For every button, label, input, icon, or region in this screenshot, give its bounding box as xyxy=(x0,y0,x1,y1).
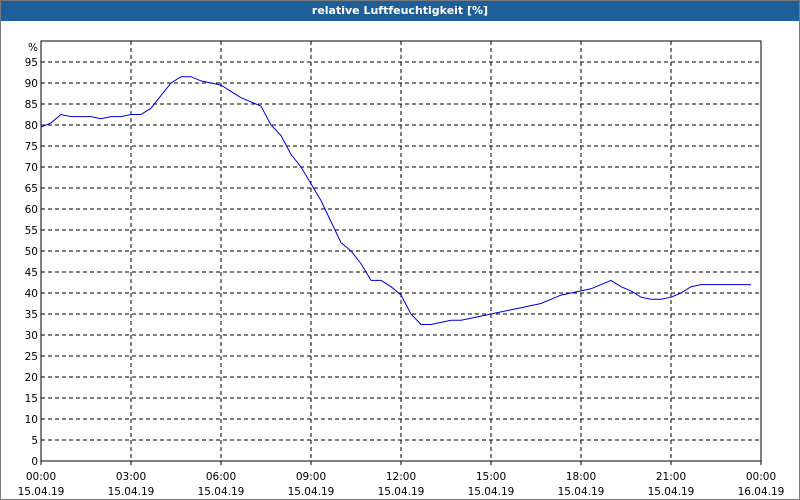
x-tick-date-label: 15.04.19 xyxy=(468,486,515,498)
y-tick-label: 90 xyxy=(25,78,38,90)
y-tick-label: 40 xyxy=(25,288,38,300)
x-tick-time-label: 03:00 xyxy=(116,471,146,483)
x-tick-time-label: 21:00 xyxy=(656,471,686,483)
x-tick-date-label: 15.04.19 xyxy=(288,486,335,498)
x-tick-date-label: 15.04.19 xyxy=(558,486,605,498)
y-tick-label: 20 xyxy=(25,372,38,384)
y-tick-label: 15 xyxy=(25,393,38,405)
y-tick-label: 25 xyxy=(25,351,38,363)
humidity-line xyxy=(40,76,751,325)
y-tick-label: 95 xyxy=(25,57,38,69)
y-tick-label: 50 xyxy=(25,246,38,258)
y-tick-label: 45 xyxy=(25,267,38,279)
chart-title: relative Luftfeuchtigkeit [%] xyxy=(1,1,799,21)
x-tick-time-label: 09:00 xyxy=(296,471,326,483)
x-tick-time-label: 00:00 xyxy=(26,471,56,483)
y-axis-unit-label: % xyxy=(28,42,38,54)
y-tick-label: 60 xyxy=(25,204,38,216)
x-tick-time-label: 06:00 xyxy=(206,471,236,483)
y-tick-label: 10 xyxy=(25,414,38,426)
plot-border xyxy=(40,40,762,462)
y-tick-label: 35 xyxy=(25,309,38,321)
x-tick-date-label: 16.04.19 xyxy=(738,486,785,498)
x-tick-time-label: 00:00 xyxy=(746,471,776,483)
y-tick-label: 75 xyxy=(25,141,38,153)
x-tick-time-label: 15:00 xyxy=(476,471,506,483)
y-tick-label: 5 xyxy=(31,435,38,447)
x-tick-date-label: 15.04.19 xyxy=(648,486,695,498)
y-tick-label: 70 xyxy=(25,162,38,174)
x-tick-date-label: 15.04.19 xyxy=(108,486,155,498)
x-tick-date-label: 15.04.19 xyxy=(198,486,245,498)
x-tick-date-label: 15.04.19 xyxy=(378,486,425,498)
y-tick-label: 85 xyxy=(25,99,38,111)
y-tick-label: 0 xyxy=(31,456,38,468)
x-tick-time-label: 18:00 xyxy=(566,471,596,483)
y-tick-label: 30 xyxy=(25,330,38,342)
y-tick-label: 55 xyxy=(25,225,38,237)
y-tick-label: 65 xyxy=(25,183,38,195)
x-tick-time-label: 12:00 xyxy=(386,471,416,483)
y-tick-label: 80 xyxy=(25,120,38,132)
x-tick-date-label: 15.04.19 xyxy=(18,486,65,498)
